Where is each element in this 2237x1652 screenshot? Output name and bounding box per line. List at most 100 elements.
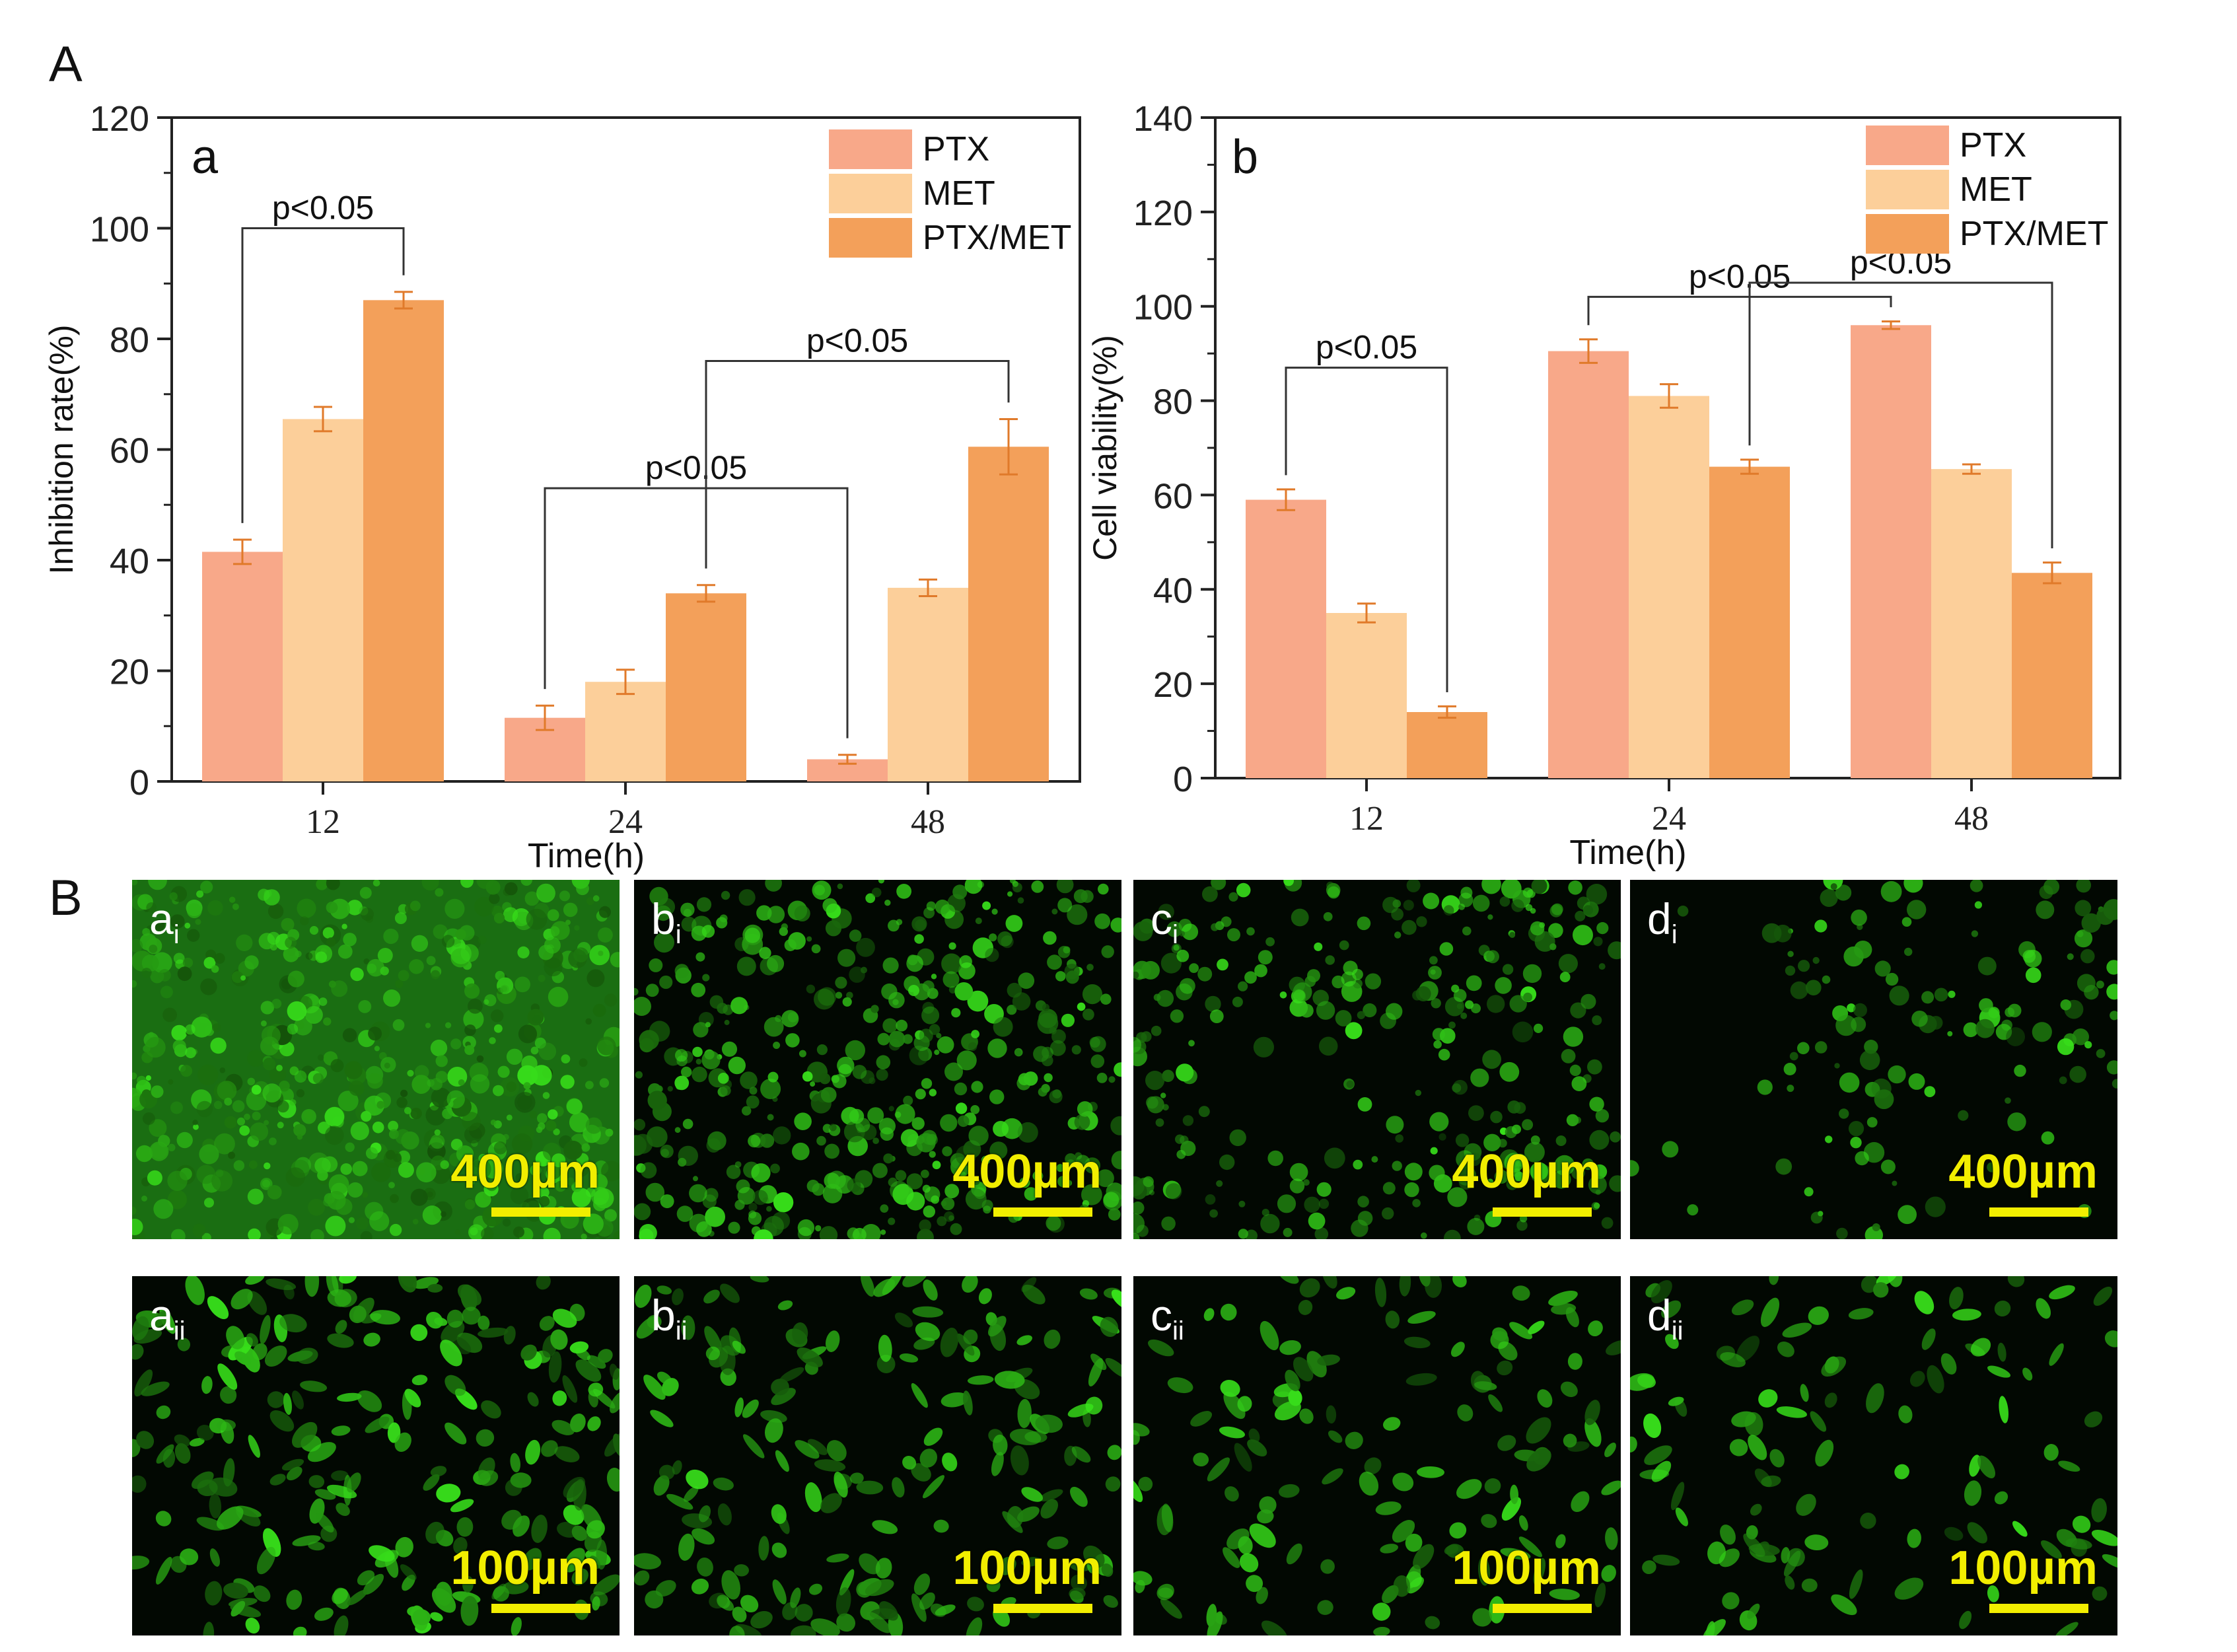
micrograph-texture bbox=[1630, 880, 2117, 1239]
x-tick-label-a-48: 48 bbox=[911, 803, 945, 841]
micrograph-b-ii: bii 100µm bbox=[634, 1276, 1121, 1635]
y-axis-label-a: Inhibition rate(%) bbox=[43, 325, 80, 575]
micrograph-d-i: di 400µm bbox=[1630, 880, 2117, 1239]
micrograph-label: di bbox=[1647, 894, 1678, 949]
micrograph-texture bbox=[132, 1276, 620, 1635]
chart-panel-label-b: b bbox=[1232, 131, 1258, 184]
scale-bar bbox=[1989, 1604, 2088, 1613]
significance-label-b-0: p<0.05 bbox=[1316, 329, 1417, 366]
y-tick-label-b-60: 60 bbox=[1153, 476, 1193, 516]
bar-b-PTX-24 bbox=[1548, 351, 1629, 778]
micrograph-texture bbox=[132, 880, 620, 1239]
scale-bar-label: 100µm bbox=[450, 1542, 600, 1595]
y-tick-label-a-100: 100 bbox=[90, 210, 149, 250]
legend-swatch-b-PTX bbox=[1866, 126, 1949, 165]
legend-label-a-PTX/MET: PTX/MET bbox=[923, 219, 1071, 257]
bar-b-PTX/MET-24 bbox=[1709, 466, 1790, 778]
micrograph-image-a-i bbox=[132, 880, 620, 1239]
bar-b-PTX-12 bbox=[1246, 499, 1326, 778]
micrograph-label: bi bbox=[651, 894, 682, 949]
scale-bar bbox=[1493, 1207, 1592, 1217]
y-tick-label-b-0: 0 bbox=[1173, 760, 1193, 799]
scale-bar-label: 400µm bbox=[952, 1145, 1102, 1198]
y-tick-label-a-40: 40 bbox=[110, 542, 149, 581]
scale-bar-label: 400µm bbox=[1452, 1145, 1601, 1198]
y-tick-label-a-120: 120 bbox=[90, 99, 149, 139]
significance-label-a-0: p<0.05 bbox=[272, 190, 374, 227]
legend-label-b-PTX/MET: PTX/MET bbox=[1960, 215, 2108, 253]
significance-bracket-b-0 bbox=[1285, 367, 1448, 692]
scale-bar bbox=[993, 1207, 1092, 1217]
y-tick-label-a-60: 60 bbox=[110, 431, 149, 471]
y-tick-label-a-20: 20 bbox=[110, 653, 149, 692]
bar-a-MET-48 bbox=[888, 587, 968, 781]
micrograph-c-ii: cii 100µm bbox=[1133, 1276, 1621, 1635]
micrograph-d-ii: dii 100µm bbox=[1630, 1276, 2117, 1635]
micrograph-image-b-i bbox=[634, 880, 1121, 1239]
micrograph-label: ai bbox=[149, 894, 180, 949]
y-tick-label-b-80: 80 bbox=[1153, 382, 1193, 422]
y-tick-label-b-120: 120 bbox=[1133, 194, 1193, 233]
scale-bar-label: 400µm bbox=[1948, 1145, 2098, 1198]
bar-a-PTX/MET-24 bbox=[666, 593, 746, 781]
significance-bracket-a-0 bbox=[241, 227, 405, 523]
legend-swatch-b-MET bbox=[1866, 170, 1949, 209]
scale-bar-label: 100µm bbox=[952, 1542, 1102, 1595]
scale-bar bbox=[993, 1604, 1092, 1613]
bar-b-MET-24 bbox=[1629, 396, 1709, 778]
y-tick-label-a-80: 80 bbox=[110, 320, 149, 360]
scale-bar-label: 100µm bbox=[1948, 1542, 2098, 1595]
legend-swatch-b-PTX/MET bbox=[1866, 214, 1949, 254]
significance-bracket-b-2 bbox=[1748, 281, 2053, 549]
micrograph-c-i: ci 400µm bbox=[1133, 880, 1621, 1239]
micrograph-label: aii bbox=[149, 1291, 186, 1346]
chart-cell-viability: b 0 20 40 60 80 100 120 140 Cell viability(%) 12 24… bbox=[1086, 99, 2121, 872]
bar-a-PTX-12 bbox=[202, 552, 283, 781]
bar-b-PTX/MET-48 bbox=[2012, 573, 2092, 778]
bar-b-MET-48 bbox=[1931, 469, 2012, 778]
chart-inhibition-rate: a 0 20 40 60 80 100 120 Inhibition rate(%) 12 24 48… bbox=[43, 99, 1081, 875]
micrograph-background bbox=[1630, 1276, 2117, 1635]
panel-label-A: A bbox=[49, 36, 83, 92]
micrograph-texture bbox=[1630, 1276, 2117, 1635]
micrograph-label: bii bbox=[651, 1291, 688, 1346]
micrograph-a-i: ai 400µm bbox=[132, 880, 620, 1239]
x-tick-label-a-24: 24 bbox=[608, 803, 643, 841]
y-tick-label-a-0: 0 bbox=[129, 763, 149, 803]
micrograph-texture bbox=[634, 1276, 1121, 1635]
chart-panel-label-a: a bbox=[192, 131, 219, 184]
significance-label-b-1: p<0.05 bbox=[1689, 258, 1791, 295]
micrograph-label: dii bbox=[1647, 1291, 1684, 1346]
micrograph-image-b-ii bbox=[634, 1276, 1121, 1635]
micrograph-image-d-ii bbox=[1630, 1276, 2117, 1635]
bar-b-MET-12 bbox=[1326, 613, 1407, 778]
bar-a-MET-24 bbox=[585, 682, 666, 781]
micrograph-image-d-i bbox=[1630, 880, 2117, 1239]
bar-a-PTX/MET-12 bbox=[363, 300, 444, 781]
panel-label-B: B bbox=[49, 870, 83, 926]
legend-label-b-MET: MET bbox=[1960, 170, 2032, 209]
scale-bar-label: 100µm bbox=[1452, 1542, 1601, 1595]
scale-bar bbox=[491, 1604, 590, 1613]
x-tick-label-a-12: 12 bbox=[306, 803, 340, 841]
bar-b-PTX/MET-12 bbox=[1407, 712, 1487, 778]
bar-a-PTX/MET-48 bbox=[968, 447, 1049, 781]
significance-label-a-2: p<0.05 bbox=[806, 322, 908, 359]
micrograph-texture bbox=[1133, 880, 1621, 1239]
legend-swatch-a-MET bbox=[829, 174, 912, 213]
y-tick-label-b-100: 100 bbox=[1133, 288, 1193, 328]
micrograph-texture bbox=[1133, 1276, 1621, 1635]
micrograph-label: cii bbox=[1151, 1291, 1184, 1346]
micrograph-image-c-i bbox=[1133, 880, 1621, 1239]
x-tick-label-b-12: 12 bbox=[1349, 800, 1384, 838]
legend-swatch-a-PTX/MET bbox=[829, 218, 912, 258]
micrograph-b-i: bi 400µm bbox=[634, 880, 1121, 1239]
bar-b-PTX-48 bbox=[1851, 325, 1931, 778]
bar-a-MET-12 bbox=[283, 419, 363, 781]
scale-bar bbox=[1493, 1604, 1592, 1613]
x-axis-label-b: Time(h) bbox=[1569, 834, 1686, 872]
y-tick-label-b-40: 40 bbox=[1153, 571, 1193, 610]
y-tick-label-b-20: 20 bbox=[1153, 665, 1193, 705]
micrograph-image-a-ii bbox=[132, 1276, 620, 1635]
scale-bar-label: 400µm bbox=[450, 1145, 600, 1198]
